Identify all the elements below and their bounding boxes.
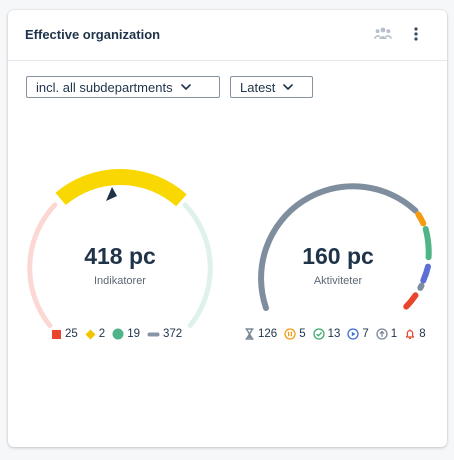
legend-count: 5 [299, 328, 306, 340]
activities-legend: 126 5 13 7 [244, 328, 426, 340]
department-filter-value: incl. all subdepartments [36, 79, 173, 95]
period-filter-dropdown[interactable]: Latest [230, 76, 313, 98]
legend-count: 126 [258, 328, 278, 340]
bell-icon [406, 329, 415, 339]
legend-count: 7 [362, 328, 369, 340]
legend-item-paused[interactable]: 5 [284, 328, 306, 340]
status-segment-completed [422, 226, 432, 261]
team-icon[interactable] [374, 25, 392, 43]
legend-item-not-started[interactable]: 126 [244, 328, 277, 340]
indicators-label: Indikatorer [94, 275, 146, 287]
department-filter-dropdown[interactable]: incl. all subdepartments [26, 76, 220, 98]
green-circle-icon [112, 328, 124, 340]
indicators-legend: 25 2 19 372 [51, 328, 182, 340]
legend-item-completed[interactable]: 13 [312, 328, 341, 340]
gauge-pointer-icon [106, 187, 117, 201]
legend-item-yellow[interactable]: 2 [85, 328, 105, 340]
status-segment-paused [415, 211, 427, 227]
gauge-segment-high [182, 202, 213, 328]
activities-total: 160 pc [302, 243, 374, 269]
chevron-down-icon [283, 84, 294, 90]
legend-item-green[interactable]: 19 [112, 328, 140, 340]
indicators-gauge-arc [27, 169, 213, 328]
hourglass-icon [245, 328, 254, 340]
indicators-gauge[interactable]: 418 pc Indikatorer [20, 150, 220, 340]
legend-item-escalated[interactable]: 1 [376, 328, 397, 340]
legend-count: 25 [65, 328, 78, 340]
more-options-icon[interactable] [412, 25, 420, 43]
pause-circle-icon [284, 328, 296, 340]
legend-item-red[interactable]: 25 [51, 328, 78, 340]
status-segment-in-progress [420, 263, 431, 284]
yellow-diamond-icon [85, 329, 96, 339]
legend-item-alert[interactable]: 8 [404, 328, 426, 340]
activities-gauge[interactable]: 160 pc Aktiviteter [238, 150, 438, 340]
status-segment-escalated [417, 282, 425, 291]
legend-item-gray[interactable]: 372 [147, 328, 182, 340]
widget-header: Effective organization [8, 10, 447, 61]
check-circle-icon [312, 328, 325, 340]
legend-item-in-progress[interactable]: 7 [347, 328, 369, 340]
legend-count: 8 [419, 328, 426, 340]
period-filter-value: Latest [240, 79, 276, 95]
status-segment-alert [403, 292, 419, 310]
arrow-up-circle-icon [376, 328, 388, 340]
gauge-segment-low [27, 202, 58, 328]
activities-label: Aktiviteter [313, 275, 363, 287]
widget-title: Effective organization [25, 27, 161, 42]
legend-count: 13 [327, 328, 341, 340]
legend-count: 1 [390, 328, 398, 340]
activities-gauge-arc [258, 183, 432, 311]
gray-dash-icon [147, 332, 160, 336]
indicators-total: 418 pc [84, 243, 156, 269]
status-segment-not-started [258, 183, 419, 311]
legend-count: 19 [127, 328, 140, 340]
legend-count: 372 [163, 328, 183, 340]
red-square-icon [52, 329, 61, 339]
chevron-down-icon [180, 84, 191, 90]
play-circle-icon [347, 328, 360, 340]
legend-count: 2 [98, 328, 106, 340]
gauge-segment-target [55, 169, 187, 207]
effective-organization-widget: Effective organization incl. all subdepa… [8, 10, 447, 447]
